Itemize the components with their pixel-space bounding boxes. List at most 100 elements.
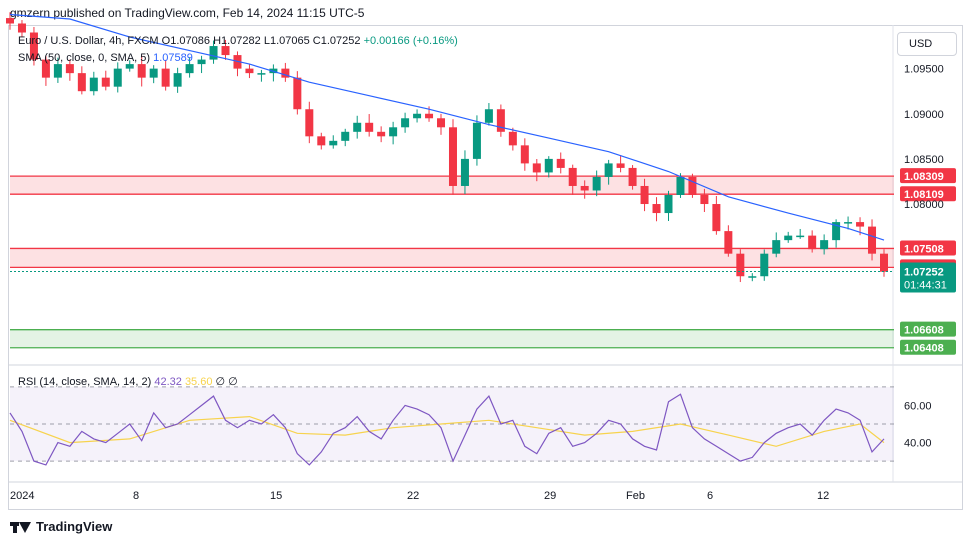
candle-body <box>305 109 314 137</box>
zone-price-label: 1.08309 <box>904 171 944 183</box>
candle-body <box>664 195 673 214</box>
candle-body <box>29 32 38 60</box>
candle-body <box>65 64 74 74</box>
candle-body <box>221 46 230 56</box>
ohlc-open: O1.07086 <box>161 35 210 47</box>
candle-body <box>460 158 469 186</box>
zone-price-badge <box>900 168 956 184</box>
candle-body <box>6 18 14 24</box>
candle-body <box>616 163 625 168</box>
candle-body <box>568 167 577 186</box>
sma-label: SMA (50, close, 0, SMA, 5) <box>18 52 151 64</box>
rsi-value: 42.32 <box>154 376 182 388</box>
zone-price-badge <box>900 186 956 202</box>
candle-body <box>53 64 62 78</box>
candle-body <box>784 235 793 241</box>
published-header: gmzern published on TradingView.com, Feb… <box>10 6 365 20</box>
time-tick-label: 15 <box>270 490 282 502</box>
rsi-extra: ∅ ∅ <box>215 376 238 388</box>
candle-body <box>185 64 194 74</box>
candle-body <box>640 185 649 205</box>
candle-body <box>772 240 781 254</box>
rsi-line <box>9 393 885 466</box>
rsi-sma-line <box>9 415 885 447</box>
candle-body <box>293 77 302 110</box>
candle-body <box>676 176 685 195</box>
candle-body <box>401 118 410 128</box>
price-change: +0.00166 (+0.16%) <box>363 35 458 47</box>
candle-body <box>425 113 434 119</box>
candle-body <box>700 195 709 205</box>
candle-body <box>113 68 122 87</box>
candle-body <box>149 68 158 78</box>
candle-body <box>389 127 398 137</box>
candle-body <box>353 122 362 132</box>
price-tick-label: 1.09500 <box>904 64 944 76</box>
candle-body <box>580 185 589 191</box>
zone-price-label: 1.06608 <box>904 325 944 337</box>
rsi-tick-label: 60.00 <box>904 400 932 412</box>
candle-body <box>508 131 517 146</box>
candle-body <box>760 253 769 277</box>
candle-body <box>17 23 26 33</box>
zone-support-2 <box>10 329 894 348</box>
candle-body <box>652 204 661 214</box>
candle-body <box>880 253 888 272</box>
symbol-legend: Euro / U.S. Dollar, 4h, FXCM O1.07086 H1… <box>18 35 458 47</box>
rsi-legend[interactable]: RSI (14, close, SMA, 14, 2) 42.32 35.60 … <box>18 375 238 388</box>
chart-frame <box>8 25 963 510</box>
ohlc-close: C1.07252 <box>312 35 361 47</box>
candle-body <box>628 167 637 186</box>
time-tick-label: 2024 <box>10 490 34 502</box>
candle-body <box>137 64 146 78</box>
candle-body <box>604 163 613 177</box>
time-tick-label: 12 <box>817 490 829 502</box>
zone-price-badge <box>900 240 956 256</box>
last-price-badge <box>900 262 956 293</box>
candle-body <box>748 276 757 278</box>
zone-price-badge <box>900 321 956 337</box>
zone-price-label: 1.06408 <box>904 343 944 355</box>
candle-body <box>844 222 853 224</box>
candle-body <box>856 222 865 227</box>
candle-body <box>868 226 877 254</box>
candle-body <box>101 77 110 87</box>
candle-body <box>712 204 721 232</box>
candle-body <box>724 231 733 254</box>
rsi-sma-value: 35.60 <box>184 376 213 388</box>
rsi-label: RSI (14, close, SMA, 14, 2) <box>18 376 152 388</box>
candle-body <box>317 136 326 146</box>
sma-line <box>9 13 885 241</box>
price-tick-label: 1.09000 <box>904 109 944 121</box>
zone-resistance-1 <box>10 248 894 268</box>
candle-body <box>173 73 182 87</box>
candle-body <box>808 235 817 250</box>
ohlc-high: H1.07282 <box>213 35 261 47</box>
sma-value: 1.07589 <box>153 52 193 64</box>
time-tick-label: 8 <box>133 490 139 502</box>
price-tick-label: 1.08000 <box>904 199 944 211</box>
candle-body <box>41 59 50 78</box>
candle-body <box>77 73 86 92</box>
candle-body <box>544 158 553 173</box>
currency-button[interactable]: USD <box>897 32 957 56</box>
candle-body <box>257 73 266 75</box>
time-tick-label: 22 <box>407 490 419 502</box>
candle-body <box>736 253 745 277</box>
countdown-label: 01:44:31 <box>904 280 947 292</box>
footer-brand: TradingView <box>36 519 113 534</box>
symbol-name[interactable]: Euro / U.S. Dollar, 4h, FXCM <box>18 35 159 47</box>
tradingview-logo-icon <box>10 520 32 534</box>
candle-body <box>688 176 697 195</box>
tradingview-footer[interactable]: TradingView <box>10 519 112 534</box>
candle-body <box>341 131 350 141</box>
candle-body <box>796 235 805 238</box>
candle-body <box>556 158 565 168</box>
candle-body <box>520 145 529 164</box>
candle-body <box>161 68 170 87</box>
candle-body <box>472 122 481 159</box>
candle-body <box>484 109 493 123</box>
sma-legend[interactable]: SMA (50, close, 0, SMA, 5) 1.07589 <box>18 52 193 64</box>
candle-body <box>245 68 254 74</box>
